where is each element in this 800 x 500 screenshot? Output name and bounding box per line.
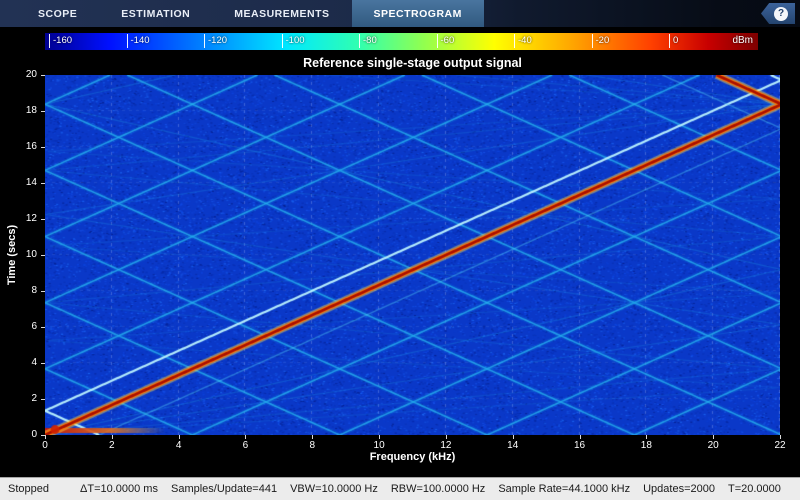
- status-metrics: ΔT=10.0000 ms Samples/Update=441 VBW=10.00…: [80, 483, 800, 495]
- x-tick-mark: [512, 435, 514, 439]
- y-tick-label: 6: [31, 321, 37, 332]
- x-tick-label: 12: [440, 440, 452, 451]
- question-mark-icon: ?: [774, 6, 788, 21]
- help-button[interactable]: ?: [761, 3, 795, 24]
- y-tick-label: 20: [25, 69, 37, 80]
- y-tick-label: 14: [25, 177, 37, 188]
- y-tick-label: 0: [31, 429, 37, 440]
- x-tick-label: 10: [373, 440, 385, 451]
- x-tick-mark: [312, 435, 314, 439]
- tab-measurements[interactable]: MEASUREMENTS: [234, 7, 330, 20]
- x-tick-mark: [111, 435, 113, 439]
- colorbar-tick: -140: [126, 34, 150, 48]
- status-metric: T=20.0000: [727, 483, 781, 495]
- y-tick-mark: [41, 399, 45, 400]
- y-tick-label: 18: [25, 105, 37, 116]
- status-bar: Stopped ΔT=10.0000 ms Samples/Update=441 V…: [0, 477, 800, 500]
- x-tick-label: 18: [640, 440, 652, 451]
- status-state: Stopped: [8, 483, 49, 495]
- x-tick-mark: [245, 435, 247, 439]
- x-tick-mark: [579, 435, 581, 439]
- status-metric: VBW=10.0000 Hz: [290, 483, 378, 495]
- y-tick-mark: [41, 147, 45, 148]
- tab-estimation[interactable]: ESTIMATION: [121, 7, 191, 20]
- y-tick-label: 2: [31, 393, 37, 404]
- y-tick-label: 10: [25, 249, 37, 260]
- colorbar-tick: -40: [514, 34, 532, 48]
- y-tick-mark: [41, 327, 45, 328]
- y-tick-mark: [41, 435, 45, 436]
- status-metric: RBW=100.0000 Hz: [390, 483, 486, 495]
- y-tick-mark: [41, 291, 45, 292]
- status-metric: ΔT=10.0000 ms: [80, 483, 158, 495]
- x-tick-label: 4: [175, 440, 182, 451]
- x-tick-mark: [713, 435, 715, 439]
- x-tick-label: 6: [242, 440, 249, 451]
- y-tick-mark: [41, 111, 45, 112]
- x-tick-mark: [780, 435, 781, 439]
- colorbar-tick: -80: [359, 34, 377, 48]
- colorbar-tick: 0: [669, 34, 678, 48]
- colorbar-tick: -20: [591, 34, 609, 48]
- x-tick-mark: [445, 435, 447, 439]
- colorbar-tick: -60: [436, 34, 454, 48]
- spectrogram-canvas[interactable]: [45, 75, 780, 435]
- colorbar: dBm -160 -140 -120 -100 -80 -60 -40 -20 0: [45, 33, 758, 50]
- x-tick-mark: [646, 435, 648, 439]
- x-tick-mark: [178, 435, 180, 439]
- y-tick-mark: [41, 363, 45, 364]
- y-tick-label: 16: [25, 141, 37, 152]
- status-metric: Updates=2000: [643, 483, 715, 495]
- toolstrip-tabbar: SCOPE ESTIMATION MEASUREMENTS SPECTROGRAM ?: [0, 0, 800, 27]
- y-tick-mark: [41, 183, 45, 184]
- x-tick-mark: [379, 435, 381, 439]
- y-tick-label: 4: [31, 357, 37, 368]
- y-tick-label: 8: [31, 285, 37, 296]
- x-tick-mark: [45, 435, 46, 439]
- tab-scope[interactable]: SCOPE: [38, 7, 78, 20]
- x-tick-label: 8: [309, 440, 316, 451]
- x-tick-label: 0: [42, 440, 48, 451]
- colorbar-tick: -100: [281, 34, 305, 48]
- plot-title: Reference single-stage output signal: [303, 56, 522, 70]
- x-axis-label: Frequency (kHz): [369, 451, 456, 463]
- tab-list: SCOPE ESTIMATION MEASUREMENTS SPECTROGRAM: [16, 0, 484, 27]
- x-tick-label: 14: [507, 440, 519, 451]
- colorbar-tick: -120: [204, 34, 227, 48]
- x-tick-label: 2: [109, 440, 115, 451]
- x-tick-label: 16: [573, 440, 586, 451]
- y-tick-mark: [41, 219, 45, 220]
- y-tick-label: 12: [25, 213, 37, 224]
- colorbar-unit-label: dBm: [732, 35, 753, 46]
- status-metric: Samples/Update=441: [170, 483, 278, 495]
- x-tick-label: 20: [707, 440, 719, 451]
- y-tick-mark: [41, 255, 45, 256]
- x-tick-label: 22: [774, 440, 786, 451]
- status-metric: Sample Rate=44.1000 kHz: [498, 483, 631, 495]
- tab-spectrogram[interactable]: SPECTROGRAM: [351, 0, 484, 27]
- y-tick-mark: [41, 75, 45, 76]
- colorbar-tick: -160: [49, 34, 72, 48]
